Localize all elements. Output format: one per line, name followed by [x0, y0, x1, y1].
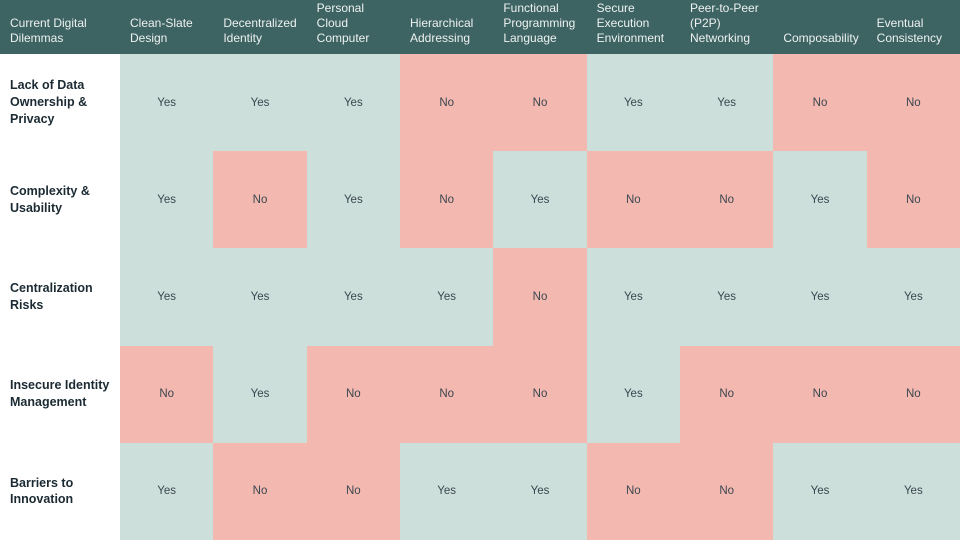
corner-header: Current Digital Dilemmas	[0, 0, 120, 54]
column-header-personal-cloud-computer: Personal Cloud Computer	[306, 0, 400, 54]
column-header-composability: Composability	[773, 0, 867, 54]
matrix-cell: No	[400, 54, 494, 152]
matrix-cell: Yes	[773, 151, 867, 249]
row-label-barriers-to-innovation: Barriers to Innovation	[0, 442, 120, 540]
row-label-centralization-risks: Centralization Risks	[0, 248, 120, 346]
row-label-complexity-usability: Complexity & Usability	[0, 151, 120, 249]
matrix-cell: Yes	[306, 54, 400, 152]
row-label-insecure-identity-management: Insecure Identity Management	[0, 345, 120, 443]
matrix-cell: Yes	[400, 442, 494, 540]
matrix-cell: Yes	[213, 345, 307, 443]
matrix-cell: No	[866, 345, 960, 443]
matrix-cell: No	[120, 345, 214, 443]
matrix-cell: Yes	[213, 54, 307, 152]
matrix-cell: No	[306, 345, 400, 443]
matrix-cell: Yes	[493, 442, 587, 540]
matrix-cell: Yes	[866, 442, 960, 540]
matrix-cell: No	[773, 54, 867, 152]
matrix-cell: No	[493, 54, 587, 152]
column-header-functional-programming-language: Functional Programming Language	[493, 0, 587, 54]
matrix-cell: Yes	[120, 54, 214, 152]
matrix-cell: Yes	[306, 248, 400, 346]
matrix-cell: Yes	[306, 151, 400, 249]
matrix-cell: Yes	[680, 54, 774, 152]
matrix-cell: No	[400, 345, 494, 443]
column-header-clean-slate-design: Clean-Slate Design	[120, 0, 214, 54]
matrix-cell: No	[493, 248, 587, 346]
matrix-cell: No	[680, 151, 774, 249]
matrix-cell: No	[493, 345, 587, 443]
matrix-cell: Yes	[120, 151, 214, 249]
column-header-decentralized-identity: Decentralized Identity	[213, 0, 307, 54]
matrix-cell: No	[400, 151, 494, 249]
matrix-cell: Yes	[773, 442, 867, 540]
matrix-cell: No	[680, 442, 774, 540]
matrix-cell: No	[213, 442, 307, 540]
matrix-cell: Yes	[680, 248, 774, 346]
matrix-cell: No	[586, 151, 680, 249]
column-header-secure-execution-environment: Secure Execution Environment	[586, 0, 680, 54]
matrix-cell: No	[680, 345, 774, 443]
matrix-cell: Yes	[493, 151, 587, 249]
matrix-cell: No	[213, 151, 307, 249]
matrix-cell: No	[866, 54, 960, 152]
matrix-cell: No	[866, 151, 960, 249]
matrix-cell: No	[586, 442, 680, 540]
column-header-p2p-networking: Peer-to-Peer (P2P) Networking	[680, 0, 774, 54]
matrix-cell: No	[306, 442, 400, 540]
column-header-eventual-consistency: Eventual Consistency	[866, 0, 960, 54]
matrix-cell: No	[773, 345, 867, 443]
matrix-cell: Yes	[773, 248, 867, 346]
matrix-cell: Yes	[213, 248, 307, 346]
matrix-cell: Yes	[120, 248, 214, 346]
column-header-hierarchical-addressing: Hierarchical Addressing	[400, 0, 494, 54]
matrix-cell: Yes	[586, 248, 680, 346]
matrix-cell: Yes	[866, 248, 960, 346]
matrix-cell: Yes	[586, 54, 680, 152]
matrix-cell: Yes	[400, 248, 494, 346]
matrix-cell: Yes	[120, 442, 214, 540]
matrix-cell: Yes	[586, 345, 680, 443]
row-label-lack-of-data-ownership: Lack of Data Ownership & Privacy	[0, 54, 120, 152]
